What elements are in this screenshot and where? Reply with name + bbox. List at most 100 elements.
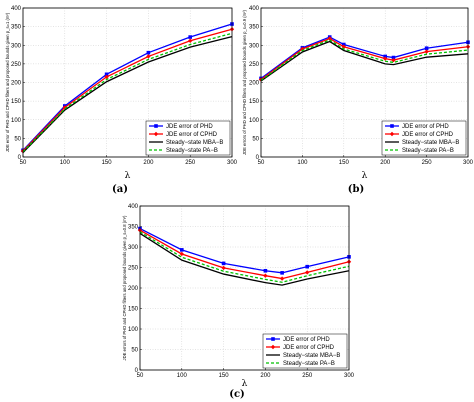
data-point-marker: [188, 35, 192, 39]
y-tick-label: 350: [11, 25, 22, 31]
panel-label: (b): [348, 184, 364, 195]
legend: [381, 120, 467, 156]
y-tick-label: 250: [128, 266, 139, 272]
legend-label: Steady−state PA−B: [166, 148, 218, 154]
data-point-marker: [305, 264, 309, 269]
legend: [262, 333, 348, 369]
x-tick-label: 300: [463, 160, 474, 166]
series-line-2: [22, 28, 233, 152]
y-tick-label: 0: [18, 155, 22, 161]
y-tick-label: 100: [249, 118, 260, 124]
series-line-1: [22, 23, 233, 151]
panel-label: (a): [112, 184, 128, 195]
data-point-marker: [383, 56, 388, 61]
y-tick-label: 400: [249, 6, 260, 12]
data-point-marker: [279, 276, 285, 281]
y-axis-label: JDE error of PHD and CPHD filters and pr…: [5, 12, 10, 152]
plot-border: [260, 7, 469, 158]
x-tick-label: 200: [260, 373, 271, 379]
y-tick-label: 400: [11, 6, 22, 12]
y-tick-label: 0: [135, 368, 139, 374]
legend-marker: [271, 337, 275, 341]
data-point-marker: [104, 72, 109, 77]
y-tick-label: 100: [11, 118, 22, 124]
data-point-marker: [391, 55, 396, 60]
x-tick-label: 150: [219, 373, 230, 379]
x-tick-label: 250: [302, 373, 313, 379]
x-tick-label: 300: [344, 373, 355, 379]
data-point-marker: [180, 248, 184, 252]
chart-panel-3: 50 100 150 200 250 30005010015020025030035040…: [122, 204, 355, 400]
x-tick-label: 200: [380, 160, 391, 166]
x-tick-label: 50: [137, 373, 144, 379]
y-axis-label: JDE errors of PHD and CPHD filters and p…: [242, 9, 247, 154]
x-tick-label: 250: [185, 160, 196, 166]
x-tick-label: 100: [297, 160, 308, 166]
x-tick-label: 100: [177, 373, 188, 379]
y-tick-label: 300: [11, 43, 22, 49]
y-tick-label: 200: [11, 81, 22, 87]
legend-marker: [154, 124, 158, 128]
y-tick-label: 150: [249, 99, 260, 105]
y-tick-label: 150: [128, 307, 139, 313]
y-tick-label: 200: [249, 81, 260, 87]
legend-marker: [270, 344, 276, 350]
data-point-marker: [342, 42, 346, 47]
data-point-marker: [179, 251, 184, 257]
panel-label: (c): [229, 389, 245, 400]
x-tick-label: 250: [422, 160, 433, 166]
chart-panel-2: 50 100 150 200 250 30005010015020025030035040…: [242, 6, 474, 195]
y-tick-label: 300: [128, 245, 139, 251]
legend-label: JDE error of PHD: [166, 124, 213, 130]
legend-marker: [389, 131, 395, 137]
x-axis-label: λ: [242, 379, 248, 389]
y-tick-label: 200: [128, 286, 139, 292]
y-tick-label: 300: [249, 43, 260, 49]
y-tick-label: 100: [128, 327, 139, 333]
y-axis-label: JDE errors of PHD and CPHD filters and p…: [122, 215, 127, 360]
x-tick-label: 300: [227, 160, 238, 166]
y-tick-label: 150: [11, 99, 22, 105]
x-tick-label: 200: [143, 160, 154, 166]
data-point-marker: [263, 268, 268, 273]
y-tick-label: 50: [131, 348, 138, 354]
data-point-marker: [188, 38, 193, 43]
legend-label: Steady−state PA−B: [402, 148, 454, 154]
legend-label: JDE error of PHD: [402, 124, 449, 130]
legend: [145, 120, 231, 156]
legend-marker: [153, 131, 159, 137]
data-point-marker: [221, 265, 226, 271]
y-tick-label: 400: [128, 204, 139, 210]
legend-label: JDE error of CPHD: [283, 345, 335, 351]
data-point-marker: [424, 49, 429, 54]
plot-border: [139, 205, 350, 371]
series-line-3: [22, 36, 233, 153]
y-tick-label: 0: [256, 155, 260, 161]
legend-label: Steady−state MBA−B: [283, 353, 340, 359]
series-line-3: [139, 232, 350, 286]
data-point-marker: [300, 46, 305, 52]
plot-border: [22, 7, 233, 158]
legend-marker: [390, 124, 394, 128]
series-line-4: [139, 231, 350, 283]
data-point-marker: [146, 50, 151, 55]
legend-label: Steady−state PA−B: [283, 361, 335, 367]
series-line-1: [260, 36, 469, 79]
x-tick-label: 50: [20, 160, 27, 166]
x-tick-label: 100: [60, 160, 71, 166]
series-line-3: [260, 40, 469, 82]
x-tick-label: 150: [102, 160, 113, 166]
y-tick-label: 250: [11, 62, 22, 68]
y-tick-label: 250: [249, 62, 260, 68]
legend-label: JDE error of PHD: [283, 337, 330, 343]
data-point-marker: [327, 36, 332, 41]
x-tick-label: 50: [258, 160, 265, 166]
data-point-marker: [424, 46, 429, 51]
legend-label: Steady−state MBA−B: [402, 140, 459, 146]
data-point-marker: [221, 261, 226, 266]
x-axis-label: λ: [125, 171, 131, 181]
data-point-marker: [62, 105, 67, 110]
x-tick-label: 150: [339, 160, 350, 166]
data-point-marker: [146, 54, 151, 59]
